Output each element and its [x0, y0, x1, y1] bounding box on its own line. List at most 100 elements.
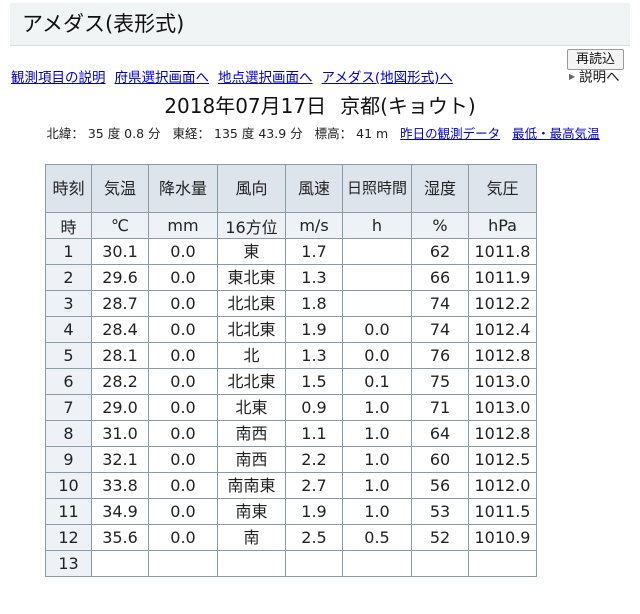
- cell-hour: 2: [45, 264, 92, 291]
- cell-sunshine: 1.0: [342, 420, 412, 447]
- cell-precipitation: 0.0: [148, 524, 218, 551]
- cell-precipitation: 0.0: [148, 290, 218, 317]
- unit-wind-direction: 16方位: [217, 212, 286, 239]
- unit-pressure: hPa: [468, 212, 537, 239]
- cell-precipitation: 0.0: [148, 498, 218, 525]
- cell-hour: 12: [45, 524, 92, 551]
- cell-wind-direction: 北: [217, 342, 286, 369]
- cell-precipitation: 0.0: [148, 368, 218, 395]
- cell-wind-speed: [285, 550, 343, 577]
- cell-sunshine: [342, 238, 412, 265]
- cell-wind-direction: 北北東: [217, 316, 286, 343]
- reload-button[interactable]: 再読込: [567, 49, 624, 70]
- cell-pressure: 1012.8: [468, 420, 537, 447]
- cell-temperature: 31.0: [91, 420, 149, 447]
- column-header-precipitation: 降水量: [148, 164, 218, 213]
- cell-wind-direction: 北東: [217, 394, 286, 421]
- observation-table: 時刻 気温 降水量 風向 風速 日照時間 湿度 気圧 時 ℃ mm 16方位 m…: [45, 164, 537, 577]
- explanation-link[interactable]: ▶ 説明へ: [569, 69, 620, 87]
- nav-links: 観測項目の説明 府県選択画面へ 地点選択画面へ アメダス(地図形式)へ: [11, 70, 462, 87]
- cell-wind-speed: 1.9: [285, 498, 343, 525]
- unit-precipitation: mm: [148, 212, 218, 239]
- cell-hour: 9: [45, 446, 92, 473]
- cell-humidity: 71: [411, 394, 469, 421]
- cell-pressure: 1012.2: [468, 290, 537, 317]
- cell-precipitation: 0.0: [148, 420, 218, 447]
- table-row: 10 33.8 0.0 南南東 2.7 1.0 56 1012.0: [45, 472, 537, 499]
- cell-wind-speed: 2.7: [285, 472, 343, 499]
- cell-wind-direction: [217, 550, 286, 577]
- yesterday-data-link[interactable]: 昨日の観測データ: [400, 126, 501, 141]
- column-header-humidity: 湿度: [411, 164, 469, 213]
- longitude-value: 135 度 43.9 分: [214, 126, 303, 141]
- cell-sunshine: 1.0: [342, 446, 412, 473]
- page-header: アメダス(表形式): [10, 3, 630, 46]
- cell-pressure: 1012.5: [468, 446, 537, 473]
- cell-sunshine: 1.0: [342, 498, 412, 525]
- cell-sunshine: 0.0: [342, 316, 412, 343]
- table-row: 6 28.2 0.0 北北東 1.5 0.1 75 1013.0: [45, 368, 537, 395]
- cell-temperature: 35.6: [91, 524, 149, 551]
- cell-hour: 6: [45, 368, 92, 395]
- column-header-wind-direction: 風向: [217, 164, 286, 213]
- cell-hour: 7: [45, 394, 92, 421]
- cell-sunshine: 1.0: [342, 394, 412, 421]
- cell-pressure: 1011.9: [468, 264, 537, 291]
- cell-hour: 8: [45, 420, 92, 447]
- cell-sunshine: [342, 290, 412, 317]
- cell-temperature: 34.9: [91, 498, 149, 525]
- column-header-temperature: 気温: [91, 164, 149, 213]
- longitude-label: 東経：: [172, 126, 211, 141]
- cell-temperature: 28.2: [91, 368, 149, 395]
- table-row: 3 28.7 0.0 北北東 1.8 74 1012.2: [45, 290, 537, 317]
- table-row: 9 32.1 0.0 南西 2.2 1.0 60 1012.5: [45, 446, 537, 473]
- cell-pressure: 1011.5: [468, 498, 537, 525]
- cell-pressure: 1013.0: [468, 368, 537, 395]
- nav-link-prefecture-select[interactable]: 府県選択画面へ: [114, 70, 210, 86]
- page-title: 2018年07月17日 京都(キョウト): [0, 93, 640, 119]
- cell-precipitation: [148, 550, 218, 577]
- station-info: 北緯： 35 度 0.8 分 東経： 135 度 43.9 分 標高： 41 m…: [18, 126, 628, 141]
- cell-wind-direction: 北北東: [217, 290, 286, 317]
- cell-wind-direction: 北北東: [217, 368, 286, 395]
- unit-temperature: ℃: [91, 212, 149, 239]
- cell-wind-speed: 1.3: [285, 264, 343, 291]
- cell-temperature: 28.4: [91, 316, 149, 343]
- cell-wind-speed: 1.3: [285, 342, 343, 369]
- cell-wind-direction: 南南東: [217, 472, 286, 499]
- cell-wind-speed: 1.8: [285, 290, 343, 317]
- explanation-link-label: 説明へ: [579, 69, 620, 86]
- cell-sunshine: 1.0: [342, 472, 412, 499]
- table-header-row: 時刻 気温 降水量 風向 風速 日照時間 湿度 気圧: [45, 164, 537, 213]
- cell-hour: 13: [45, 550, 92, 577]
- cell-hour: 3: [45, 290, 92, 317]
- table-row: 1 30.1 0.0 東 1.7 62 1011.8: [45, 238, 537, 265]
- cell-humidity: 60: [411, 446, 469, 473]
- cell-humidity: 64: [411, 420, 469, 447]
- cell-wind-direction: 東: [217, 238, 286, 265]
- nav-link-amedas-map[interactable]: アメダス(地図形式)へ: [321, 70, 453, 86]
- page-header-title: アメダス(表形式): [22, 12, 185, 36]
- table-row: 13: [45, 550, 537, 577]
- cell-pressure: 1012.4: [468, 316, 537, 343]
- cell-pressure: 1011.8: [468, 238, 537, 265]
- latitude-value: 35 度 0.8 分: [87, 126, 161, 141]
- cell-wind-speed: 1.9: [285, 316, 343, 343]
- altitude-value: 41 m: [356, 126, 389, 141]
- cell-temperature: 28.1: [91, 342, 149, 369]
- unit-sunshine: h: [342, 212, 412, 239]
- column-header-pressure: 気圧: [468, 164, 537, 213]
- cell-wind-speed: 1.1: [285, 420, 343, 447]
- column-header-hour: 時刻: [45, 164, 92, 213]
- cell-sunshine: 0.0: [342, 342, 412, 369]
- nav-link-item-explanation[interactable]: 観測項目の説明: [11, 70, 106, 86]
- cell-hour: 5: [45, 342, 92, 369]
- table-row: 2 29.6 0.0 東北東 1.3 66 1011.9: [45, 264, 537, 291]
- nav-link-station-select[interactable]: 地点選択画面へ: [218, 70, 313, 86]
- cell-wind-direction: 南西: [217, 420, 286, 447]
- cell-sunshine: [342, 264, 412, 291]
- cell-wind-speed: 0.9: [285, 394, 343, 421]
- max-min-temperature-link[interactable]: 最低・最高気温: [512, 126, 600, 141]
- cell-temperature: 32.1: [91, 446, 149, 473]
- cell-precipitation: 0.0: [148, 472, 218, 499]
